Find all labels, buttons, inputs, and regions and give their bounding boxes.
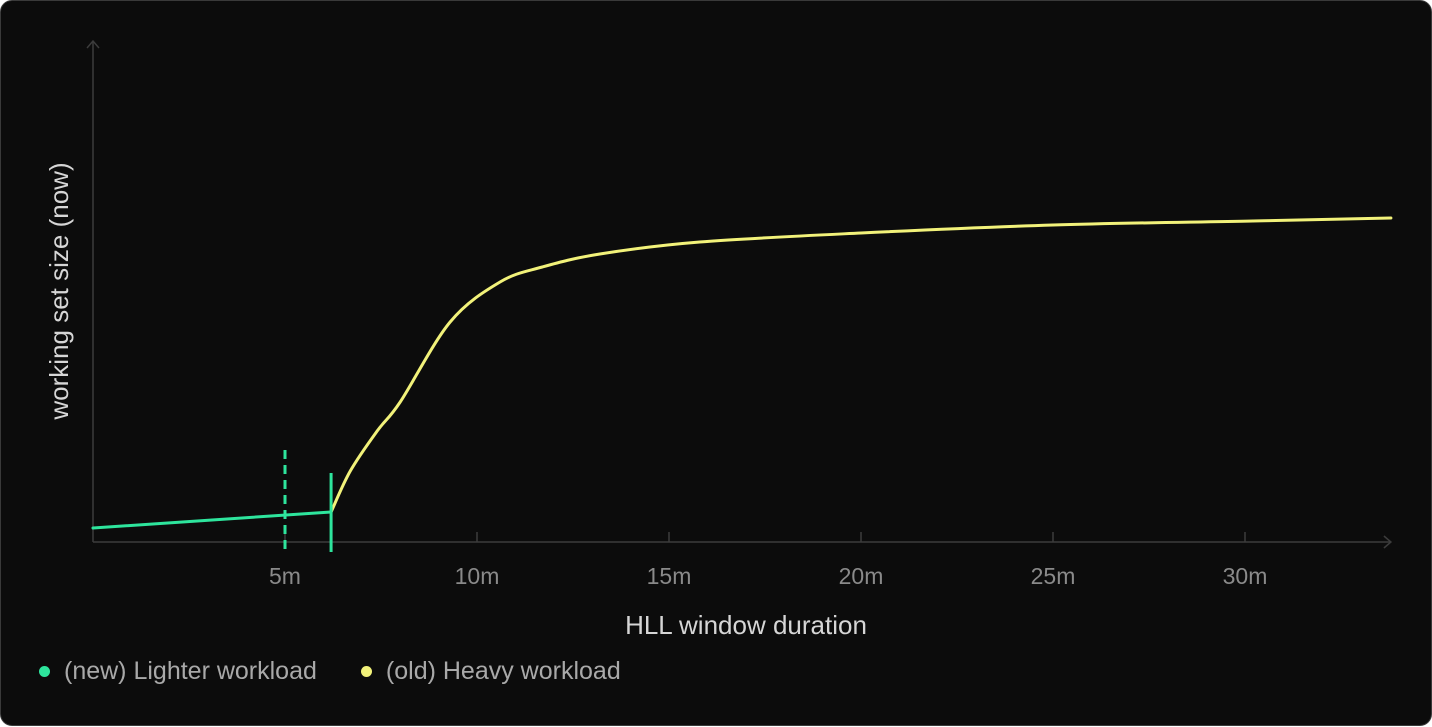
y-axis-arrow-icon — [86, 39, 100, 49]
y-axis-label: working set size (now) — [44, 162, 74, 420]
legend-item-new: (new) Lighter workload — [39, 657, 317, 686]
series-line-0 — [91, 510, 333, 530]
legend-swatch-green — [39, 666, 50, 677]
series-line-1 — [329, 216, 1393, 514]
x-tick-label: 15m — [647, 563, 692, 589]
legend-label: (old) Heavy workload — [385, 657, 621, 685]
x-tick-label: 10m — [455, 563, 500, 589]
x-axis-label: HLL window duration — [625, 610, 867, 640]
x-tick-label: 20m — [839, 563, 884, 589]
x-axis-arrow-icon — [1383, 535, 1393, 549]
legend-swatch-yellow — [360, 666, 372, 677]
legend-item-old: (old) Heavy workload — [360, 657, 621, 686]
legend: (new) Lighter workload (old) Heavy workl… — [39, 657, 621, 686]
legend-label: (new) Lighter workload — [64, 657, 317, 685]
x-tick-label: 25m — [1031, 563, 1076, 589]
x-tick-label: 5m — [269, 563, 301, 589]
x-tick-label: 30m — [1223, 563, 1268, 589]
